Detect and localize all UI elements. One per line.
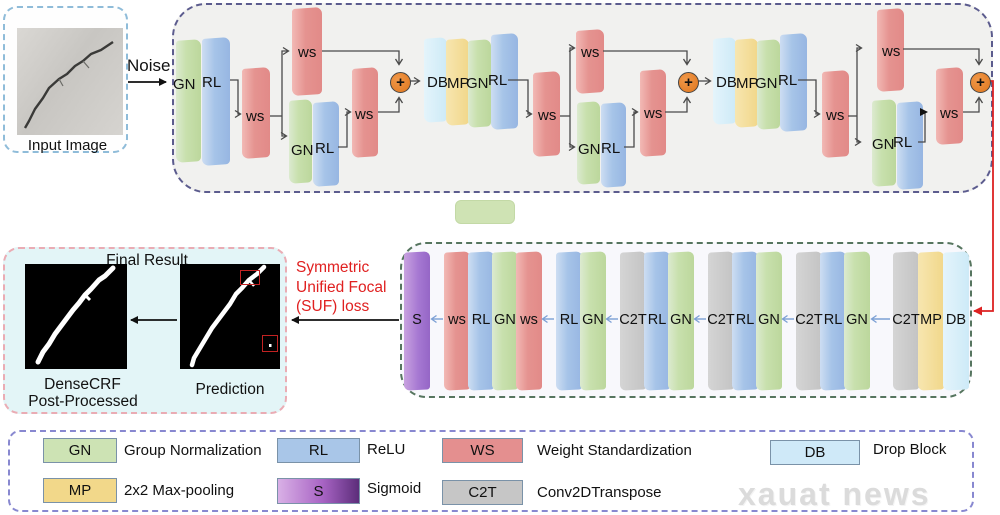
input-image-panel: Input Image xyxy=(3,6,128,154)
decoder-label-gn2: GN xyxy=(582,312,604,328)
densecrf-image xyxy=(25,264,127,369)
prediction-highlight-2 xyxy=(262,335,278,352)
decoder-label-c2t3: C2T xyxy=(795,312,823,328)
decoder-label-ws2: ws xyxy=(520,312,538,328)
sum-node-1: + xyxy=(390,72,411,93)
prediction-image xyxy=(180,264,280,369)
legend-name-rl: ReLU xyxy=(367,441,406,458)
decoder-label-rl4: RL xyxy=(735,312,755,328)
legend-chip-ws: WS xyxy=(442,438,523,463)
legend-chip-db: DB xyxy=(770,440,860,465)
legend-name-ws: Weight Standardization xyxy=(537,442,692,459)
densecrf-caption-line1: DenseCRF xyxy=(44,376,121,393)
encoder-s3-ws-bottom-label: ws xyxy=(940,105,959,122)
decoder-label-rl5: RL xyxy=(823,312,843,328)
encoder-s3-gn-label: GN xyxy=(755,75,778,92)
crack-texture xyxy=(23,41,114,129)
encoder-s1-gn2-label: GN xyxy=(291,142,314,159)
decoder-label-c2t4: C2T xyxy=(892,312,920,328)
encoder-s2-mp-label: MP xyxy=(447,75,470,92)
decoder-label-gn3: GN xyxy=(670,312,692,328)
prediction-caption: Prediction xyxy=(195,381,265,398)
legend-chip-rl: RL xyxy=(277,438,360,463)
suf-loss-line1: Symmetric xyxy=(296,259,370,276)
suf-loss-line2: Unified Focal xyxy=(296,278,387,296)
encoder-s2-rl2-label: RL xyxy=(601,140,621,157)
suf-loss-line3: (SUF) loss xyxy=(296,298,370,315)
decoder-label-c2t1: C2T xyxy=(619,312,647,328)
legend-name-mp: 2x2 Max-pooling xyxy=(124,482,235,499)
encoder-s1-rl2-label: RL xyxy=(315,140,335,157)
encoder-s3-ws-in-label: ws xyxy=(826,107,845,124)
decoder-label-rl3: RL xyxy=(647,312,667,328)
legend-name-gn: Group Normalization xyxy=(124,442,262,459)
encoder-s1-ws-in-label: ws xyxy=(246,108,265,125)
watermark: xauat news xyxy=(738,476,931,512)
prediction-crack xyxy=(189,264,272,368)
input-crack-photo xyxy=(17,28,123,135)
decoder-label-rl1: RL xyxy=(471,312,491,328)
densecrf-crack xyxy=(35,265,116,365)
encoder-s2-gn-label: GN xyxy=(466,75,489,92)
encoder-s2-db-label: DB xyxy=(427,74,448,91)
legend-chip-s: S xyxy=(277,478,360,504)
densecrf-caption-line2: Post-Processed xyxy=(28,393,138,410)
encoder-s1-ws-bottom-label: ws xyxy=(355,106,374,123)
decoder-label-c2t2: C2T xyxy=(707,312,735,328)
final-result-panel: Final Result DenseCRF Post-Processed Pre… xyxy=(3,247,287,414)
legend-chip-gn: GN xyxy=(43,438,117,463)
encoder-s2-rl-label: RL xyxy=(488,72,508,89)
encoder-s2-gn2-label: GN xyxy=(578,141,601,158)
encoder-s3-gn2-label: GN xyxy=(872,136,895,153)
encoder-s3-rl-label: RL xyxy=(778,72,798,89)
decoder-label-ws1: ws xyxy=(448,312,466,328)
encoder-s3-mp-label: MP xyxy=(736,75,759,92)
sum-node-2: + xyxy=(678,72,699,93)
prediction-highlight-1 xyxy=(240,270,260,285)
encoder-s2-ws-top-slab xyxy=(576,29,604,94)
legend-name-db: Drop Block xyxy=(873,441,947,458)
legend-name-s: Sigmoid xyxy=(367,480,422,497)
legend-name-c2t: Conv2DTranspose xyxy=(537,484,662,501)
legend-chip-mp: MP xyxy=(43,478,117,503)
encoder-s3-db-label: DB xyxy=(716,74,737,91)
noise-label: Noise xyxy=(127,56,171,75)
encoder-s2-ws-in-label: ws xyxy=(538,107,557,124)
suf-loss-label: Symmetric Unified Focal (SUF) loss xyxy=(296,258,386,317)
encoder-s1-rl-label: RL xyxy=(202,74,222,91)
sum-node-3: + xyxy=(970,72,991,93)
decoder-label-gn5: GN xyxy=(846,312,868,328)
decoder-label-gn4: GN xyxy=(758,312,780,328)
decoder-label-db: DB xyxy=(945,312,967,328)
decoder-label-s: S xyxy=(412,312,422,328)
encoder-s1-ws-top-label: ws xyxy=(298,44,317,61)
encoder-s3-rl2-label: RL xyxy=(893,134,913,151)
encoder-s3-ws-top-label: ws xyxy=(882,43,901,60)
green-chip xyxy=(455,200,515,224)
encoder-s1-rl-slab xyxy=(202,37,230,166)
legend-chip-c2t: C2T xyxy=(442,480,523,505)
decoder-label-mp: MP xyxy=(920,312,942,328)
encoder-s1-gn-label: GN xyxy=(173,76,196,93)
input-image-label: Input Image xyxy=(27,137,108,154)
decoder-label-rl2: RL xyxy=(559,312,579,328)
encoder-s1-gn-slab xyxy=(176,39,201,163)
encoder-s2-ws-bottom-label: ws xyxy=(644,105,663,122)
decoder-label-gn1: GN xyxy=(494,312,516,328)
encoder-s2-ws-top-label: ws xyxy=(581,44,600,61)
